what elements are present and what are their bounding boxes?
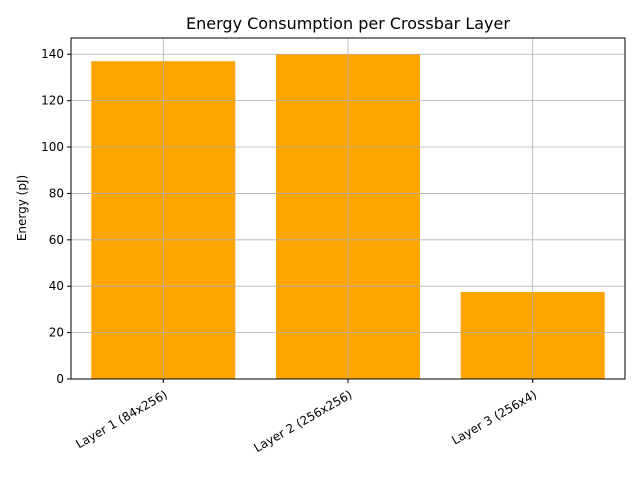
x-tick-label-3: Layer 3 (256x4)	[449, 387, 539, 447]
plot-frame	[70, 37, 626, 380]
y-tick-label-1: 0	[56, 372, 64, 386]
y-tick-label-3: 40	[49, 279, 64, 293]
y-tick-label-5: 80	[49, 186, 64, 200]
y-tick-label-7: 120	[41, 94, 64, 108]
y-tick-label-4: 60	[49, 233, 64, 247]
x-axis-ticks: Layer 1 (84x256) Layer 2 (256x256) Layer 3…	[73, 379, 539, 455]
y-axis-label: Energy (pJ)	[15, 175, 29, 241]
y-tick-label-2: 20	[49, 326, 64, 340]
y-tick-label-6: 100	[41, 140, 64, 154]
y-tick-label-8: 140	[41, 47, 64, 61]
chart-title: Energy Consumption per Crossbar Layer	[186, 14, 510, 33]
axes	[70, 37, 626, 380]
x-tick-label-2: Layer 2 (256x256)	[251, 387, 354, 455]
x-tick-label-1: Layer 1 (84x256)	[73, 387, 170, 451]
y-axis-ticks: 0 20 40 60 80 100 120 140	[41, 47, 71, 386]
